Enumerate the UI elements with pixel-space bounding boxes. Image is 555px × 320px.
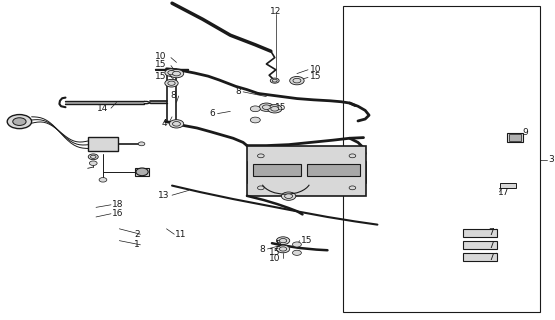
Bar [343, 6, 540, 312]
Bar [507, 133, 523, 142]
Bar [463, 253, 497, 261]
Circle shape [259, 103, 274, 111]
Text: 7: 7 [488, 253, 494, 262]
Bar [509, 134, 521, 141]
Circle shape [276, 237, 290, 244]
Circle shape [165, 79, 178, 87]
Circle shape [90, 155, 96, 158]
Bar [500, 183, 516, 188]
Circle shape [169, 69, 184, 78]
Circle shape [89, 161, 97, 165]
Circle shape [169, 120, 184, 128]
Circle shape [270, 78, 279, 83]
Bar [307, 164, 360, 176]
Text: 15: 15 [155, 60, 166, 69]
Circle shape [290, 76, 304, 85]
Text: 2: 2 [134, 230, 140, 239]
Text: 8: 8 [260, 245, 265, 254]
Circle shape [281, 192, 296, 200]
Text: 17: 17 [498, 188, 510, 197]
Text: 10: 10 [269, 254, 281, 263]
Text: 12: 12 [270, 7, 281, 16]
Text: 1: 1 [134, 240, 140, 249]
Circle shape [349, 154, 356, 158]
Bar [463, 241, 497, 249]
Circle shape [285, 194, 292, 198]
Circle shape [292, 250, 301, 255]
Circle shape [88, 154, 98, 160]
Circle shape [273, 79, 277, 82]
Text: 18: 18 [112, 200, 124, 209]
Circle shape [258, 186, 264, 190]
Text: 3: 3 [548, 156, 554, 164]
Circle shape [250, 117, 260, 123]
Circle shape [13, 118, 26, 125]
Text: 7: 7 [488, 241, 494, 250]
Bar [65, 101, 144, 104]
Circle shape [165, 69, 178, 76]
Text: 15: 15 [269, 248, 281, 257]
Circle shape [292, 242, 301, 247]
Text: 9: 9 [523, 128, 528, 137]
Ellipse shape [136, 168, 148, 176]
Bar [253, 164, 301, 176]
Text: 8: 8 [171, 91, 176, 100]
Text: 15: 15 [275, 103, 286, 112]
Text: 4: 4 [162, 119, 168, 128]
Circle shape [258, 154, 264, 158]
Circle shape [279, 238, 287, 243]
Circle shape [263, 105, 270, 109]
Text: 15: 15 [310, 72, 321, 81]
Text: 16: 16 [112, 209, 124, 218]
Circle shape [168, 70, 175, 75]
Circle shape [268, 105, 282, 113]
Text: 15: 15 [155, 72, 166, 81]
Bar [463, 229, 497, 237]
Text: 13: 13 [158, 191, 170, 200]
Text: 15: 15 [301, 236, 312, 245]
Circle shape [271, 107, 279, 111]
Text: 7: 7 [488, 228, 494, 237]
Circle shape [99, 178, 107, 182]
Text: 10: 10 [155, 52, 166, 61]
Text: 14: 14 [98, 104, 109, 113]
Bar [247, 146, 366, 196]
Bar [88, 137, 118, 151]
Circle shape [276, 245, 290, 253]
Text: 5: 5 [275, 240, 281, 249]
Bar [135, 168, 149, 176]
Circle shape [279, 247, 287, 251]
Text: 8: 8 [235, 87, 241, 96]
Circle shape [250, 106, 260, 112]
Circle shape [168, 81, 175, 85]
Text: 11: 11 [175, 230, 186, 239]
Circle shape [173, 71, 180, 76]
Text: 10: 10 [310, 65, 321, 74]
Circle shape [293, 78, 301, 83]
Circle shape [138, 142, 145, 146]
Text: 6: 6 [210, 109, 215, 118]
Bar [150, 101, 166, 103]
Circle shape [7, 115, 32, 129]
Circle shape [349, 186, 356, 190]
Circle shape [173, 122, 180, 126]
